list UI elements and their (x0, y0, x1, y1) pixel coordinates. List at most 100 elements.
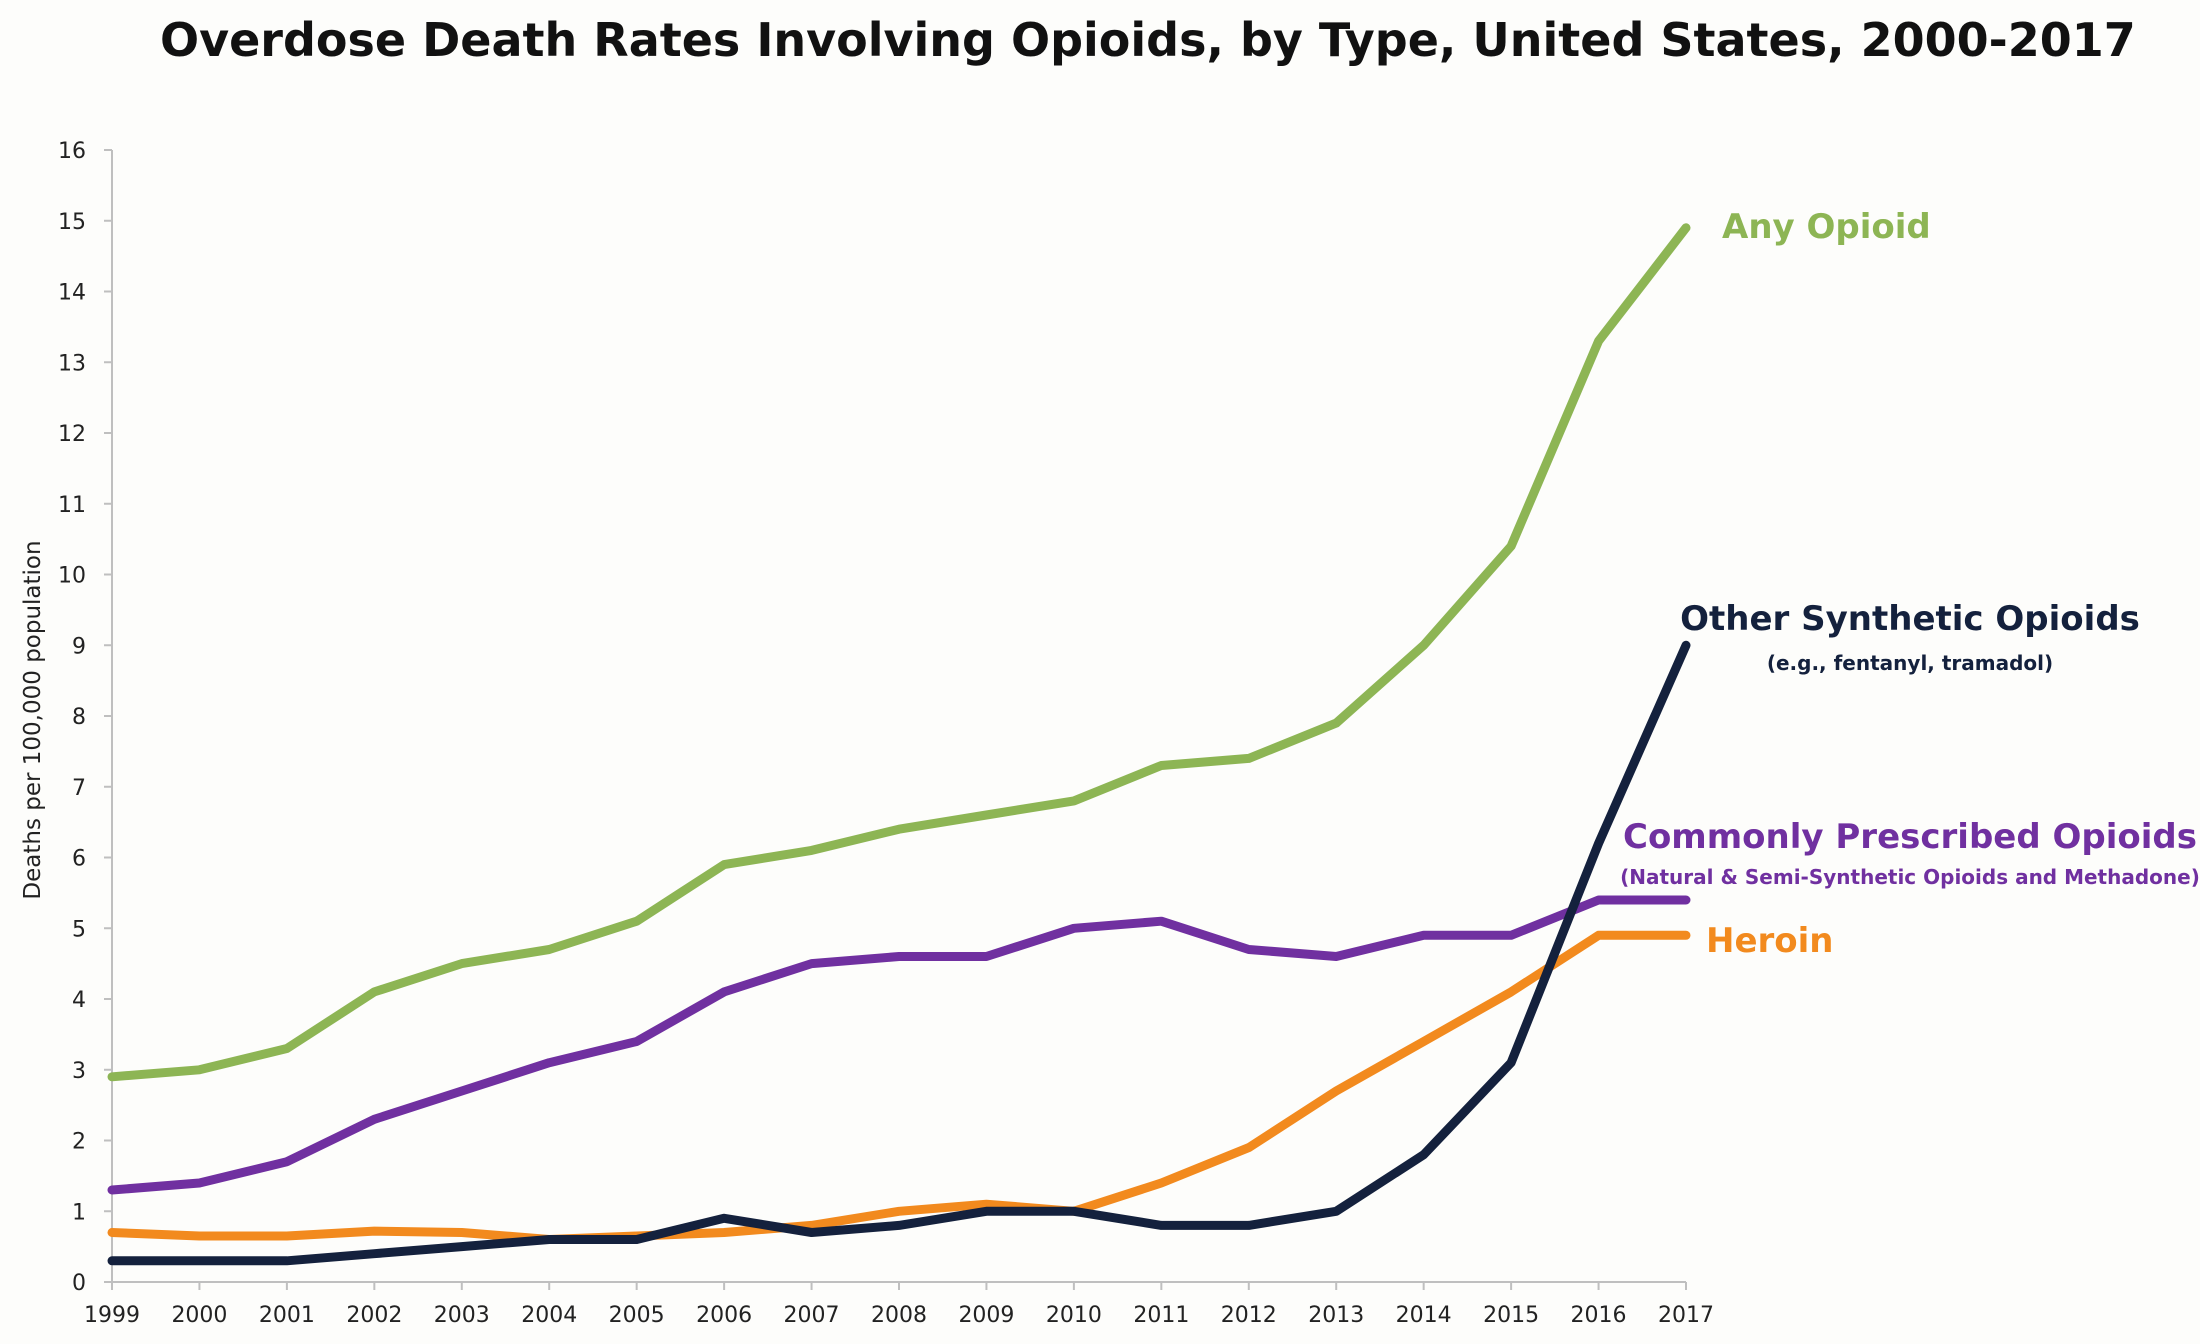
data-point-other-synthetic-opioids (111, 1260, 113, 1262)
data-point-commonly-prescribed-opioids (1073, 927, 1075, 929)
y-tick-label: 14 (58, 281, 86, 306)
y-tick-label: 0 (72, 1271, 86, 1296)
series-sublabel-commonly-prescribed-opioids: (Natural & Semi-Synthetic Opioids and Me… (1620, 865, 2200, 889)
y-tick-label: 13 (58, 351, 86, 376)
y-tick-label: 15 (58, 210, 86, 235)
data-point-heroin (286, 1235, 288, 1237)
y-tick-label: 7 (72, 776, 86, 801)
y-tick-label: 9 (72, 634, 86, 659)
data-point-commonly-prescribed-opioids (111, 1189, 113, 1191)
data-point-any-opioid (985, 814, 987, 816)
x-tick-label: 2003 (434, 1303, 490, 1328)
data-point-commonly-prescribed-opioids (636, 1040, 638, 1042)
data-point-heroin (985, 1203, 987, 1205)
y-tick-label: 8 (72, 705, 86, 730)
series-sublabel-other-synthetic-opioids: (e.g., fentanyl, tramadol) (1767, 651, 2053, 675)
data-point-other-synthetic-opioids (1073, 1210, 1075, 1212)
data-point-heroin (1598, 934, 1600, 936)
data-point-other-synthetic-opioids (1423, 1154, 1425, 1156)
x-tick-label: 2012 (1221, 1303, 1277, 1328)
data-point-any-opioid (461, 963, 463, 965)
x-tick-label: 2008 (871, 1303, 927, 1328)
y-tick-label: 1 (72, 1200, 86, 1225)
data-point-commonly-prescribed-opioids (898, 956, 900, 958)
data-point-any-opioid (373, 991, 375, 993)
data-point-heroin (1160, 1182, 1162, 1184)
data-point-commonly-prescribed-opioids (1510, 934, 1512, 936)
data-point-other-synthetic-opioids (898, 1224, 900, 1226)
x-tick-label: 2006 (696, 1303, 752, 1328)
data-point-heroin (111, 1231, 113, 1233)
x-tick-label: 2013 (1308, 1303, 1364, 1328)
data-point-other-synthetic-opioids (1510, 1062, 1512, 1064)
x-tick-label: 2005 (609, 1303, 665, 1328)
x-tick-label: 2016 (1571, 1303, 1627, 1328)
data-point-heroin (1510, 991, 1512, 993)
x-tick-label: 2000 (171, 1303, 227, 1328)
data-point-any-opioid (723, 864, 725, 866)
data-point-any-opioid (198, 1069, 200, 1071)
series-label-commonly-prescribed-opioids: Commonly Prescribed Opioids (1623, 817, 2197, 857)
data-point-any-opioid (811, 849, 813, 851)
data-point-other-synthetic-opioids (636, 1239, 638, 1241)
x-tick-label: 2010 (1046, 1303, 1102, 1328)
chart-title: Overdose Death Rates Involving Opioids, … (160, 13, 2136, 67)
data-point-heroin (811, 1224, 813, 1226)
data-point-heroin (723, 1231, 725, 1233)
data-point-commonly-prescribed-opioids (373, 1118, 375, 1120)
y-tick-label: 12 (58, 422, 86, 447)
x-tick-label: 2014 (1396, 1303, 1452, 1328)
x-tick-label: 2017 (1658, 1303, 1714, 1328)
data-point-commonly-prescribed-opioids (1685, 899, 1687, 901)
data-point-commonly-prescribed-opioids (811, 963, 813, 965)
data-point-other-synthetic-opioids (1160, 1224, 1162, 1226)
data-point-heroin (461, 1231, 463, 1233)
data-point-heroin (1248, 1147, 1250, 1149)
series-label-any-opioid: Any Opioid (1722, 207, 1931, 247)
data-point-heroin (373, 1230, 375, 1232)
series-label-other-synthetic-opioids: Other Synthetic Opioids (1680, 599, 2140, 639)
data-point-commonly-prescribed-opioids (286, 1161, 288, 1163)
data-point-any-opioid (1598, 340, 1600, 342)
data-point-any-opioid (1423, 644, 1425, 646)
y-tick-label: 3 (72, 1059, 86, 1084)
y-tick-label: 5 (72, 917, 86, 942)
y-tick-label: 6 (72, 847, 86, 872)
series-line-commonly-prescribed-opioids (107, 895, 1691, 1195)
data-point-other-synthetic-opioids (723, 1217, 725, 1219)
data-point-other-synthetic-opioids (198, 1260, 200, 1262)
x-tick-label: 2001 (259, 1303, 315, 1328)
series-line-any-opioid (107, 223, 1691, 1082)
data-point-any-opioid (1160, 765, 1162, 767)
data-point-heroin (1685, 934, 1687, 936)
data-point-heroin (898, 1210, 900, 1212)
data-point-commonly-prescribed-opioids (723, 991, 725, 993)
data-point-other-synthetic-opioids (548, 1239, 550, 1241)
data-point-heroin (198, 1235, 200, 1237)
data-point-other-synthetic-opioids (1685, 644, 1687, 646)
data-point-other-synthetic-opioids (1335, 1210, 1337, 1212)
y-tick-label: 2 (72, 1130, 86, 1155)
data-point-commonly-prescribed-opioids (1335, 956, 1337, 958)
data-point-commonly-prescribed-opioids (1598, 899, 1600, 901)
x-tick-label: 2009 (958, 1303, 1014, 1328)
data-point-commonly-prescribed-opioids (548, 1062, 550, 1064)
data-point-commonly-prescribed-opioids (198, 1182, 200, 1184)
data-point-any-opioid (1510, 545, 1512, 547)
x-tick-label: 2015 (1483, 1303, 1539, 1328)
data-point-other-synthetic-opioids (985, 1210, 987, 1212)
y-tick-label: 10 (58, 564, 86, 589)
y-tick-label: 16 (58, 139, 86, 164)
data-point-commonly-prescribed-opioids (1160, 920, 1162, 922)
series-lines (107, 223, 1691, 1266)
x-tick-label: 2004 (521, 1303, 577, 1328)
data-point-commonly-prescribed-opioids (461, 1090, 463, 1092)
y-axis-label: Deaths per 100,000 population (20, 540, 46, 899)
x-tick-label: 2011 (1133, 1303, 1189, 1328)
data-point-any-opioid (636, 920, 638, 922)
data-point-other-synthetic-opioids (1598, 842, 1600, 844)
data-point-any-opioid (1335, 722, 1337, 724)
